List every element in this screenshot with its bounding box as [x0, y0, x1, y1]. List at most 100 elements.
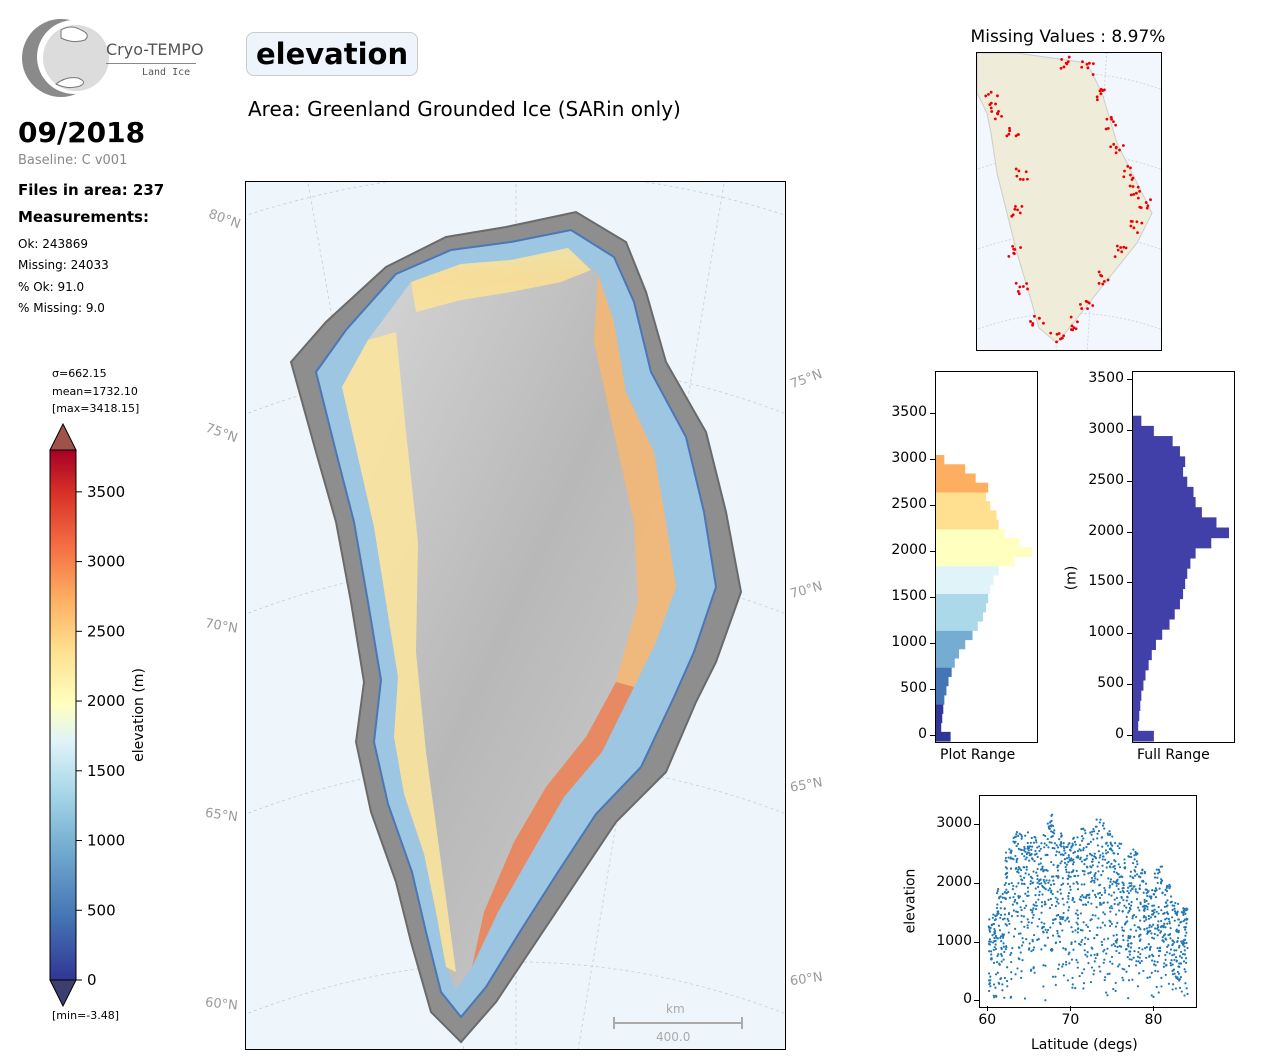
scatter-point [1139, 928, 1142, 931]
scatter-point [1126, 939, 1129, 942]
scatter-point [1156, 872, 1160, 875]
histogram-tick [930, 689, 935, 691]
missing-point [1145, 206, 1149, 210]
scatter-point [1008, 922, 1011, 926]
scatter-point [996, 889, 999, 893]
scatter-point [1164, 937, 1167, 940]
scatter-point [1020, 970, 1023, 973]
scatter-point [1076, 961, 1079, 964]
plot-range-histogram [935, 371, 1038, 743]
scatter-point [1085, 857, 1088, 860]
scatter-point [1064, 919, 1067, 922]
scatter-point [1109, 841, 1112, 844]
scatter-point [991, 916, 994, 919]
scatter-point [1104, 976, 1107, 979]
scatter-point [1151, 904, 1154, 907]
scatter-point [1016, 914, 1019, 918]
scatter-point [1176, 970, 1179, 974]
scatter-point [1029, 841, 1032, 844]
colorbar-tick-label: 500 [87, 901, 116, 919]
scatter-point [1023, 847, 1026, 850]
scatter-point [1035, 852, 1038, 855]
scatter-point [1168, 887, 1171, 890]
scatter-point [1160, 909, 1163, 912]
scatter-point [1117, 887, 1120, 891]
scatter-point [1040, 921, 1043, 924]
scatter-point [1127, 997, 1130, 1000]
scatter-point [1185, 922, 1188, 925]
scatter-point [1152, 995, 1155, 998]
scatter-point [1130, 855, 1133, 859]
histogram-tick [1127, 429, 1132, 431]
scatter-point [1036, 867, 1039, 871]
scatter-point [1115, 949, 1118, 953]
scatter-point [1151, 909, 1154, 913]
scatter-point [1040, 905, 1044, 908]
scatter-point [1130, 887, 1134, 890]
scatter-point [1110, 955, 1114, 959]
missing-point [990, 110, 994, 113]
scatter-point [1131, 917, 1134, 920]
scatter-point [1106, 994, 1109, 997]
scatter-point [1169, 948, 1173, 951]
scatter-point [1078, 843, 1082, 847]
scatter-point [989, 926, 992, 930]
track-swath-west [342, 332, 456, 972]
scatter-point [1010, 971, 1013, 974]
scatter-point [1016, 967, 1019, 970]
scatter-point [1091, 858, 1094, 861]
scatter-point [1091, 860, 1094, 863]
lat-label-65-right: 65°N [788, 775, 824, 796]
missing-point [988, 103, 992, 107]
missing-point [1017, 133, 1020, 136]
scatter-point [1108, 847, 1111, 851]
histogram-bar [1133, 639, 1156, 650]
scatter-point [990, 958, 993, 961]
scatter-point [1096, 952, 1099, 956]
scatter-point [1162, 965, 1166, 968]
scatter-point [1136, 955, 1140, 958]
scatter-point [1160, 985, 1163, 988]
missing-point [1005, 134, 1009, 138]
scatter-point [1060, 883, 1063, 887]
scatter-xtick-label: 80 [1144, 1012, 1163, 1028]
scatter-point [1043, 869, 1046, 872]
scatter-point [1026, 886, 1030, 889]
scatter-xtick-label: 60 [978, 1012, 997, 1028]
scatter-point [1061, 929, 1064, 932]
histogram-bar [1133, 598, 1180, 610]
scatter-point [1147, 914, 1150, 918]
scatter-point [1050, 947, 1053, 951]
scatter-point [994, 943, 997, 946]
histogram-bar [936, 593, 989, 604]
scatter-point [1149, 945, 1152, 948]
scatter-point [1108, 886, 1111, 889]
scatter-point [1044, 882, 1047, 885]
logo-divider [106, 63, 196, 64]
scatter-point [1143, 872, 1146, 875]
scatter-point [1105, 952, 1108, 955]
scatter-point [1150, 925, 1153, 928]
scatter-point [1128, 953, 1132, 956]
scatter-point [1031, 881, 1035, 884]
scatter-point [1029, 969, 1033, 972]
scatter-point [1031, 938, 1034, 941]
scatter-point [1067, 871, 1071, 874]
scatter-point [1066, 979, 1069, 982]
scatter-point [1082, 847, 1085, 850]
histogram-tick [930, 643, 935, 645]
missing-point [996, 94, 999, 98]
missing-point [1132, 192, 1136, 196]
scatter-point [1044, 928, 1047, 931]
scatter-point [1097, 829, 1101, 833]
missing-point [1017, 292, 1021, 296]
map-canvas: 80°N 75°N 70°N 65°N 60°N km 400.0 [246, 182, 785, 1049]
scatter-point [1059, 917, 1062, 921]
scatter-point [1044, 902, 1047, 906]
scatter-point [994, 918, 998, 921]
scatter-point [1059, 892, 1062, 895]
scatter-point [1010, 951, 1013, 955]
scatter-point [1173, 919, 1176, 922]
scatter-point [1103, 886, 1106, 890]
scatter-point [1165, 951, 1169, 954]
